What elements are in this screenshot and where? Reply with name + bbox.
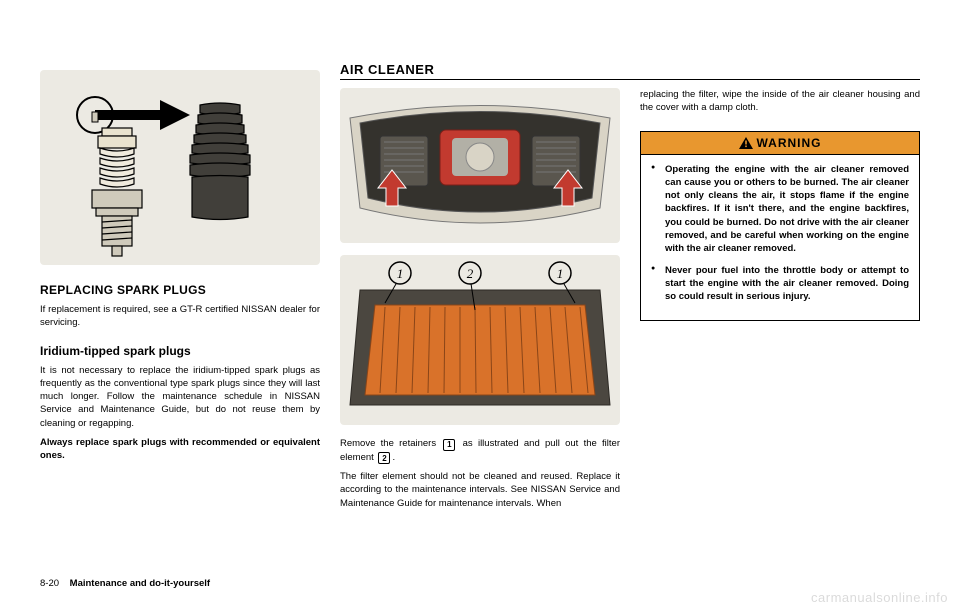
warning-item-1: Operating the engine with the air cleane… — [651, 163, 909, 256]
figure-air-filter: 1 2 1 — [340, 255, 620, 425]
svg-text:2: 2 — [467, 266, 474, 281]
page-footer: 8-20 Maintenance and do-it-yourself — [40, 578, 210, 589]
column-middle: 1 2 1 Remove the retainers 1 as illustra… — [340, 70, 620, 540]
text-frag-3: . — [392, 452, 395, 463]
svg-text:1: 1 — [397, 266, 404, 281]
watermark: carmanualsonline.info — [811, 590, 948, 605]
section-heading: AIR CLEANER — [340, 62, 920, 80]
engine-bay-illustration — [340, 88, 620, 243]
para-filter-clean: The filter element should not be cleaned… — [340, 470, 620, 510]
column-left: REPLACING SPARK PLUGS If replacement is … — [40, 70, 320, 540]
chapter-title: Maintenance and do-it-yourself — [70, 578, 210, 589]
inline-callout-2: 2 — [378, 452, 390, 464]
figure-spark-plug — [40, 70, 320, 265]
inline-callout-1: 1 — [443, 439, 455, 451]
para-remove-retainers: Remove the retainers 1 as illustrated an… — [340, 437, 620, 464]
para-replacement: If replacement is required, see a GT-R c… — [40, 303, 320, 330]
para-replacing-filter: replacing the filter, wipe the inside of… — [640, 88, 920, 115]
heading-replacing-spark-plugs: REPLACING SPARK PLUGS — [40, 283, 320, 297]
warning-heading: WARNING — [641, 132, 919, 155]
page-body: REPLACING SPARK PLUGS If replacement is … — [0, 0, 960, 560]
page-number: 8-20 — [40, 578, 59, 589]
figure-engine-bay — [340, 88, 620, 243]
warning-label: WARNING — [757, 136, 822, 150]
para-iridium: It is not necessary to replace the iridi… — [40, 364, 320, 430]
warning-box: WARNING Operating the engine with the ai… — [640, 131, 920, 321]
spark-plug-illustration — [40, 70, 320, 265]
warning-item-2: Never pour fuel into the throttle body o… — [651, 264, 909, 304]
para-always-replace: Always replace spark plugs with recommen… — [40, 436, 320, 463]
column-right: replacing the filter, wipe the inside of… — [640, 70, 920, 540]
air-filter-illustration: 1 2 1 — [340, 255, 620, 425]
warning-triangle-icon — [739, 137, 753, 149]
text-frag-1: Remove the retainers — [340, 438, 441, 449]
svg-text:1: 1 — [557, 266, 564, 281]
heading-iridium: Iridium-tipped spark plugs — [40, 344, 320, 358]
warning-body: Operating the engine with the air cleane… — [641, 155, 919, 320]
